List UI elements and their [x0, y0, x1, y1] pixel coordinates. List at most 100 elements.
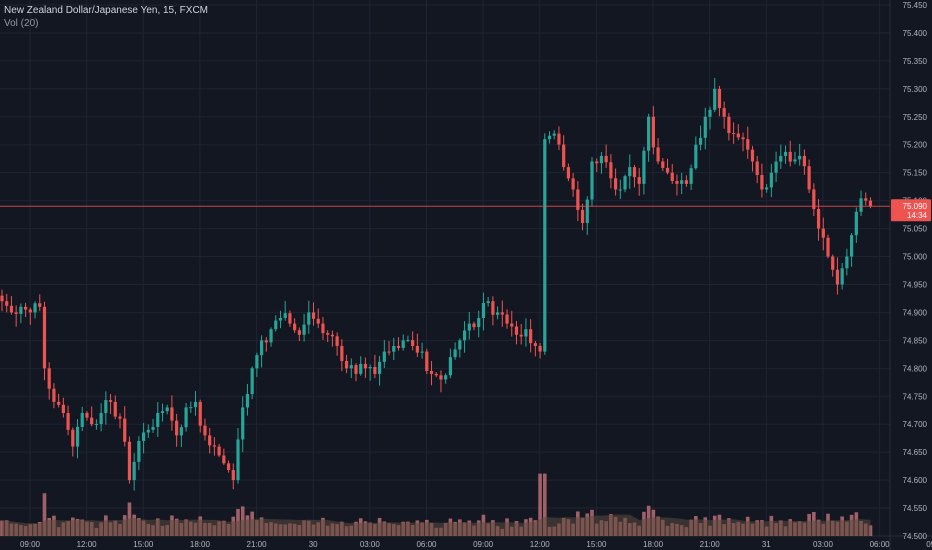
candle-body — [529, 329, 532, 343]
price-tick-label: 74.800 — [903, 364, 928, 373]
candle-body — [142, 433, 145, 441]
candle-body — [784, 152, 787, 156]
candle-body — [859, 198, 862, 212]
candle-body — [383, 352, 386, 362]
candle-body — [100, 413, 103, 424]
candle-body — [147, 430, 150, 433]
candle-body — [123, 419, 126, 442]
candle-body — [118, 417, 121, 419]
candle-body — [199, 402, 202, 426]
candle-body — [765, 187, 768, 189]
candle-body — [180, 427, 183, 435]
time-tick-label: 09:00 — [926, 540, 932, 549]
candle-body — [789, 152, 792, 162]
candle-body — [491, 301, 494, 315]
price-tick-label: 74.550 — [903, 504, 928, 513]
candle-body — [284, 313, 287, 318]
candle-body — [760, 175, 763, 189]
candle-body — [614, 178, 617, 189]
candle-body — [364, 364, 367, 368]
candle-body — [170, 407, 173, 420]
candle-body — [189, 407, 192, 408]
candle-body — [642, 151, 645, 184]
candle-body — [548, 136, 551, 139]
price-tick-label: 74.700 — [903, 420, 928, 429]
candle-body — [831, 257, 834, 270]
candle-body — [425, 352, 428, 371]
candle-body — [439, 375, 442, 379]
candle-body — [803, 156, 806, 166]
time-tick-label: 03:00 — [813, 540, 834, 549]
candle-body — [817, 209, 820, 229]
candle-body — [184, 407, 187, 427]
candle-body — [43, 307, 46, 368]
candle-body — [472, 324, 475, 327]
candle-body — [572, 178, 575, 189]
candle-body — [605, 156, 608, 162]
time-tick-label: 15:00 — [133, 540, 154, 549]
candle-body — [354, 365, 357, 374]
candle-body — [265, 340, 268, 342]
candle-body — [128, 442, 131, 480]
candle-body — [671, 173, 674, 181]
time-tick-label: 30 — [309, 540, 318, 549]
candle-body — [746, 139, 749, 150]
candle-body — [836, 270, 839, 285]
candle-body — [90, 418, 93, 425]
candle-body — [562, 145, 565, 168]
candle-body — [444, 375, 447, 379]
candle-body — [647, 117, 650, 151]
candle-body — [317, 319, 320, 324]
candle-body — [586, 200, 589, 223]
candle-body — [845, 257, 848, 269]
candle-body — [227, 463, 230, 470]
candle-body — [798, 156, 801, 159]
candle-body — [553, 134, 556, 136]
candle-body — [463, 331, 466, 341]
candle-body — [269, 329, 272, 342]
candle-body — [350, 365, 353, 368]
candle-body — [251, 368, 254, 394]
candle-body — [774, 162, 777, 173]
time-tick-label: 21:00 — [247, 540, 268, 549]
candle-body — [723, 108, 726, 117]
candle-body — [232, 470, 235, 480]
candle-body — [581, 210, 584, 223]
time-tick-label: 12:00 — [530, 540, 551, 549]
candle-body — [850, 235, 853, 256]
candle-body — [652, 117, 655, 148]
candle-body — [458, 340, 461, 349]
price-tick-label: 75.050 — [903, 225, 928, 234]
candle-body — [435, 374, 438, 375]
candle-body — [699, 138, 702, 145]
candle-body — [104, 400, 107, 413]
candle-body — [420, 352, 423, 353]
candle-body — [307, 312, 310, 324]
candle-body — [203, 426, 206, 436]
candle-body — [487, 301, 490, 303]
candle-body — [576, 189, 579, 209]
candle-body — [680, 180, 683, 184]
candle-body — [95, 424, 98, 425]
time-tick-label: 03:00 — [360, 540, 381, 549]
candle-body — [510, 324, 513, 327]
candle-body — [279, 318, 282, 321]
candle-body — [321, 324, 324, 334]
candle-body — [29, 310, 32, 313]
price-tag-countdown: 14:34 — [907, 211, 928, 220]
candle-body — [66, 413, 69, 430]
price-tick-label: 75.450 — [903, 1, 928, 10]
candle-body — [298, 330, 301, 335]
price-tick-label: 75.300 — [903, 85, 928, 94]
candle-body — [222, 455, 225, 463]
candle-body — [10, 306, 13, 313]
price-tick-label: 74.650 — [903, 448, 928, 457]
candle-body — [713, 89, 716, 110]
candle-body — [732, 133, 735, 134]
candle-body — [477, 318, 480, 327]
candle-body — [543, 139, 546, 351]
candle-body — [468, 324, 471, 331]
candle-body — [567, 167, 570, 178]
time-tick-label: 21:00 — [700, 540, 721, 549]
